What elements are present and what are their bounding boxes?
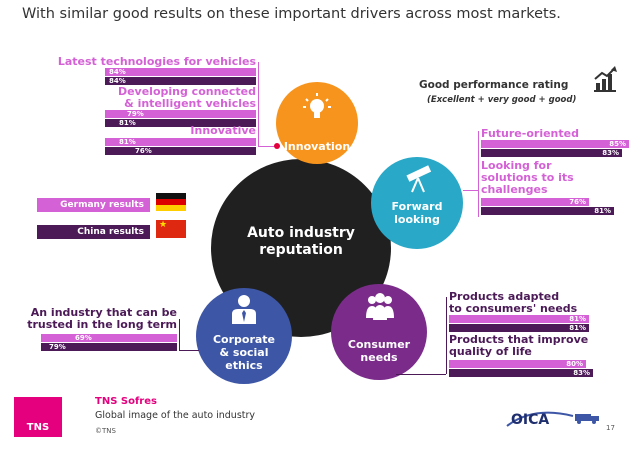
corporate-ethics-node-label: Corporate & social ethics xyxy=(212,333,276,372)
forward-item-label: Looking for solutions to its challenges xyxy=(481,159,574,196)
germany-bar: 81% xyxy=(449,315,589,323)
oica-vehicles-icon xyxy=(506,411,599,427)
connector-line xyxy=(446,297,447,374)
businessman-icon xyxy=(232,295,256,324)
china-flag-icon: ★ xyxy=(156,220,186,238)
oica-logo: OICA xyxy=(503,404,603,434)
connector-line xyxy=(396,374,446,375)
connector-line xyxy=(258,62,259,146)
germany-flag-icon xyxy=(156,193,186,211)
innovation-item-label: Developing connected & intelligent vehicl… xyxy=(117,85,256,110)
corporate-item-label: An industry that can be trusted in the lo… xyxy=(27,306,177,331)
forward-looking-node-label: Forward looking xyxy=(391,200,443,226)
connector-dot xyxy=(274,143,280,149)
page-number: 17 xyxy=(606,424,615,432)
germany-bar: 79% xyxy=(105,110,256,118)
consumer-item-label: Products adapted to consumers' needs xyxy=(449,290,578,315)
legend-china: China results xyxy=(37,225,150,239)
tns-logo: TNS xyxy=(14,397,62,437)
connector-line xyxy=(463,190,478,191)
china-bar: 76% xyxy=(105,147,256,155)
china-bar: 81% xyxy=(449,324,589,332)
germany-bar: 85% xyxy=(481,140,629,148)
connector-line xyxy=(179,350,199,351)
tns-brand: TNS Sofres xyxy=(95,396,157,407)
copyright: ©TNS xyxy=(95,427,116,435)
people-group-icon xyxy=(366,293,394,320)
china-bar: 79% xyxy=(41,343,177,351)
innovation-item-label: Latest technologies for vehicles xyxy=(57,55,256,68)
germany-bar: 80% xyxy=(449,360,586,368)
legend-germany: Germany results xyxy=(37,198,150,212)
connector-line xyxy=(258,146,276,147)
rating-title: Good performance rating xyxy=(419,79,569,91)
center-label: Auto industry reputation xyxy=(247,225,355,258)
consumer-needs-node-label: Consumer needs xyxy=(347,338,411,364)
forward-item-label: Future-oriented xyxy=(481,127,579,140)
consumer-item-label: Products that improve quality of life xyxy=(449,333,589,358)
telescope-icon xyxy=(406,165,432,193)
slide-headline: With similar good results on these impor… xyxy=(22,6,561,22)
connector-line xyxy=(478,131,479,217)
germany-bar: 76% xyxy=(481,198,589,206)
connector-line xyxy=(179,319,180,350)
germany-bar: 84% xyxy=(105,68,256,76)
china-bar: 84% xyxy=(105,77,256,85)
china-bar: 81% xyxy=(105,119,256,127)
china-bar: 83% xyxy=(481,149,622,157)
germany-bar: 69% xyxy=(41,334,177,342)
footer-caption: Global image of the auto industry xyxy=(95,410,256,421)
bar-chart-rising-icon xyxy=(594,66,617,92)
innovation-node-label: Innovation xyxy=(283,140,351,153)
china-bar: 83% xyxy=(449,369,593,377)
innovation-item-label: Innovative xyxy=(190,124,256,137)
germany-bar: 81% xyxy=(105,138,256,146)
china-bar: 81% xyxy=(481,207,614,215)
lightbulb-icon xyxy=(303,93,331,118)
rating-subtitle: (Excellent + very good + good) xyxy=(427,95,577,105)
